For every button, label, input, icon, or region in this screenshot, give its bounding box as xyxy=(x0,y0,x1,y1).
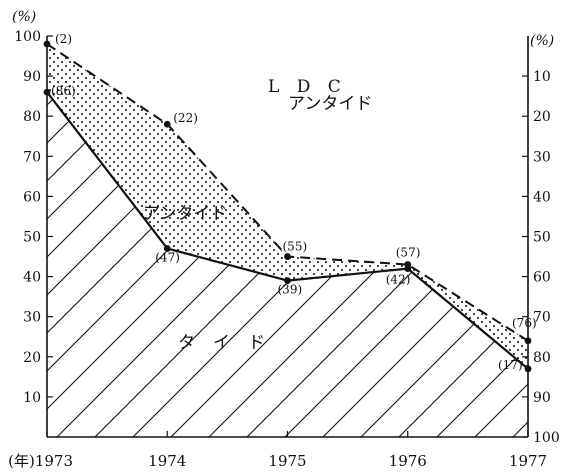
ldc-data-label: (2) xyxy=(55,32,72,46)
left-tick-label: 90 xyxy=(23,69,41,85)
left-axis-unit: (%) xyxy=(12,9,36,25)
left-tick-label: 60 xyxy=(23,189,41,205)
tied-hatched-area xyxy=(47,92,528,437)
right-axis-unit: (%) xyxy=(530,33,554,49)
region-label-tied: タイド xyxy=(178,333,283,353)
left-tick-label: 70 xyxy=(23,149,41,165)
right-tick-label: 10 xyxy=(533,69,551,85)
right-tick-label: 80 xyxy=(533,350,551,366)
tied-data-label: (47) xyxy=(155,251,180,265)
right-tick-label: 40 xyxy=(533,189,551,205)
ldc-data-label: (76) xyxy=(512,316,537,330)
right-tick-label: 50 xyxy=(533,230,551,246)
tied-point xyxy=(524,365,532,373)
x-tick-label: 1977 xyxy=(509,452,547,470)
tied-data-label: (42) xyxy=(386,273,411,287)
left-tick-label: 100 xyxy=(14,29,41,45)
region-label-untied: アンタイド xyxy=(143,204,227,224)
x-tick-label: 1974 xyxy=(148,452,186,470)
chart-labels: (86) (47) (39) (42) (17) (2) (22) (55) (57) (76) xyxy=(51,32,537,372)
left-tick-label: 10 xyxy=(23,390,41,406)
right-tick-label: 60 xyxy=(533,270,551,286)
region-label-ldc: L D C xyxy=(268,77,347,97)
region-label-ldc-untied: アンタイド xyxy=(288,94,372,114)
ldc-data-label: (22) xyxy=(173,111,198,125)
chart-points xyxy=(43,40,532,373)
left-tick-label: 40 xyxy=(23,270,41,286)
ldc-point xyxy=(284,253,291,260)
tied-data-label: (86) xyxy=(51,84,76,98)
tied-point xyxy=(284,277,291,285)
ldc-data-label: (55) xyxy=(283,240,308,254)
x-tick-label: 1975 xyxy=(268,452,306,470)
tied-point xyxy=(43,88,51,96)
tied-point xyxy=(163,245,171,252)
ldc-point xyxy=(524,337,532,345)
right-tick-label: 70 xyxy=(533,310,551,326)
ldc-point xyxy=(43,40,51,48)
right-tick-label: 20 xyxy=(533,109,551,125)
right-tick-label: 100 xyxy=(533,430,560,446)
ldc-data-label: (57) xyxy=(396,246,421,260)
ldc-point xyxy=(163,120,171,128)
left-tick-label: 20 xyxy=(23,350,41,366)
left-tick-label: 30 xyxy=(23,310,41,326)
ldc-point xyxy=(404,261,412,268)
right-tick-label: 30 xyxy=(533,149,551,165)
left-tick-label: 80 xyxy=(23,109,41,125)
tied-data-label: (17) xyxy=(498,358,523,372)
x-tick-label: (年)1973 xyxy=(8,452,73,470)
left-tick-label: 50 xyxy=(23,230,41,246)
right-tick-label: 90 xyxy=(533,390,551,406)
x-tick-label: 1976 xyxy=(389,452,427,470)
tied-data-label: (39) xyxy=(278,283,303,297)
axis-ticks: 10 20 30 40 50 60 70 80 90 100 10 20 30 40 50 60 70 80 90 1… xyxy=(8,29,560,470)
